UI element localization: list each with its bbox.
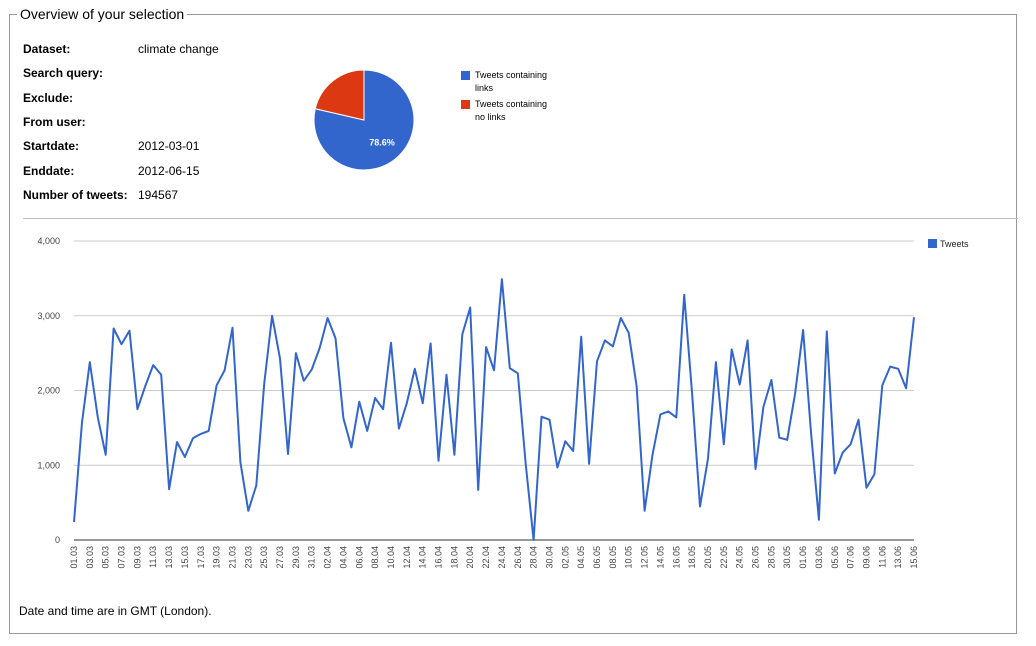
x-tick-label: 15.03 bbox=[180, 546, 190, 569]
tweets-line-chart: 0 1,000 2,000 3,000 4,000 01.03 03.03 05.03 07.0… bbox=[37, 236, 969, 569]
info-value: 2012-03-01 bbox=[138, 139, 200, 153]
x-tick-label: 08.05 bbox=[608, 546, 618, 569]
x-tick-label: 31.03 bbox=[307, 546, 317, 569]
info-label: Search query: bbox=[23, 66, 104, 80]
x-tick-label: 30.04 bbox=[544, 546, 554, 569]
x-tick-label: 10.05 bbox=[624, 546, 634, 569]
pie-legend-label: Tweets containing no links bbox=[475, 99, 548, 122]
x-tick-label: 09.06 bbox=[861, 546, 871, 569]
info-value: 2012-06-15 bbox=[138, 164, 200, 178]
x-tick-label: 19.03 bbox=[212, 546, 222, 569]
x-tick-label: 25.03 bbox=[259, 546, 269, 569]
x-tick-label: 14.05 bbox=[655, 546, 665, 569]
x-tick-label: 15.06 bbox=[909, 546, 919, 569]
x-tick-label: 05.06 bbox=[830, 546, 840, 569]
legend-swatch-red bbox=[461, 100, 470, 109]
info-label: Dataset: bbox=[23, 42, 71, 56]
x-tick-label: 04.04 bbox=[338, 546, 348, 569]
fieldset-legend: Overview of your selection bbox=[17, 6, 188, 22]
x-tick-label: 16.05 bbox=[671, 546, 681, 569]
x-tick-label: 24.05 bbox=[735, 546, 745, 569]
x-tick-label: 01.06 bbox=[798, 546, 808, 569]
x-tick-label: 27.03 bbox=[275, 546, 285, 569]
overview-fieldset bbox=[9, 14, 1017, 634]
x-tick-label: 09.03 bbox=[132, 546, 142, 569]
legend-swatch-blue bbox=[461, 71, 470, 80]
pie-slice-1[interactable] bbox=[314, 69, 365, 121]
x-tick-label: 05.03 bbox=[101, 546, 111, 569]
pie-slice-0[interactable] bbox=[313, 69, 415, 171]
x-tick-label: 30.05 bbox=[782, 546, 792, 569]
x-tick-label: 07.03 bbox=[117, 546, 127, 569]
x-tick-label: 22.05 bbox=[719, 546, 729, 569]
x-tick-label: 28.04 bbox=[529, 546, 539, 569]
x-tick-label: 13.06 bbox=[893, 546, 903, 569]
tweets-series-line[interactable] bbox=[73, 278, 915, 541]
timezone-note: Date and time are in GMT (London). bbox=[19, 604, 212, 618]
x-tick-label: 08.04 bbox=[370, 546, 380, 569]
x-tick-label: 12.05 bbox=[640, 546, 650, 569]
info-label: Number of tweets: bbox=[23, 188, 128, 202]
x-tick-label: 02.04 bbox=[323, 546, 333, 569]
x-tick-label: 03.06 bbox=[814, 546, 824, 569]
links-pie-chart: 78.6% bbox=[313, 69, 415, 171]
y-tick-label: 1,000 bbox=[37, 460, 60, 470]
x-tick-label: 10.04 bbox=[386, 546, 396, 569]
x-tick-label: 11.03 bbox=[148, 546, 158, 568]
info-value: 194567 bbox=[138, 188, 179, 202]
x-tick-label: 07.06 bbox=[846, 546, 856, 569]
info-label: From user: bbox=[23, 115, 86, 129]
info-label: Startdate: bbox=[23, 139, 80, 153]
x-tick-label: 11.06 bbox=[877, 546, 887, 568]
x-tick-label: 01.03 bbox=[69, 546, 79, 569]
x-tick-label: 26.05 bbox=[751, 546, 761, 569]
y-tick-label: 0 bbox=[55, 535, 60, 545]
pie-legend-label: Tweets containing links bbox=[475, 70, 548, 93]
x-tick-label: 18.04 bbox=[449, 546, 459, 569]
y-tick-label: 3,000 bbox=[37, 311, 60, 321]
x-tick-label: 03.03 bbox=[85, 546, 95, 569]
section-divider bbox=[23, 218, 1018, 219]
x-tick-label: 12.04 bbox=[402, 546, 412, 569]
x-tick-label: 06.04 bbox=[354, 546, 364, 569]
x-tick-label: 23.03 bbox=[243, 546, 253, 569]
x-tick-label: 18.05 bbox=[687, 546, 697, 569]
x-tick-label: 21.03 bbox=[227, 546, 237, 569]
x-tick-label: 02.05 bbox=[560, 546, 570, 569]
x-tick-label: 04.05 bbox=[576, 546, 586, 569]
y-tick-label: 4,000 bbox=[37, 236, 60, 246]
x-tick-label: 17.03 bbox=[196, 546, 206, 569]
x-tick-label: 24.04 bbox=[497, 546, 507, 569]
x-tick-label: 28.05 bbox=[766, 546, 776, 569]
x-tick-label: 26.04 bbox=[513, 546, 523, 569]
line-legend-label: Tweets bbox=[940, 239, 969, 249]
x-tick-label: 14.04 bbox=[418, 546, 428, 569]
info-label: Enddate: bbox=[23, 164, 75, 178]
x-tick-label: 29.03 bbox=[291, 546, 301, 569]
x-tick-label: 13.03 bbox=[164, 546, 174, 569]
info-value: climate change bbox=[138, 42, 219, 56]
pie-slice-label: 78.6% bbox=[369, 138, 395, 148]
line-legend-swatch bbox=[928, 239, 937, 248]
y-tick-label: 2,000 bbox=[37, 386, 60, 396]
x-tick-label: 16.04 bbox=[434, 546, 444, 569]
info-label: Exclude: bbox=[23, 91, 74, 105]
x-tick-label: 22.04 bbox=[481, 546, 491, 569]
x-tick-label: 20.04 bbox=[465, 546, 475, 569]
x-tick-label: 20.05 bbox=[703, 546, 713, 569]
x-tick-label: 06.05 bbox=[592, 546, 602, 569]
